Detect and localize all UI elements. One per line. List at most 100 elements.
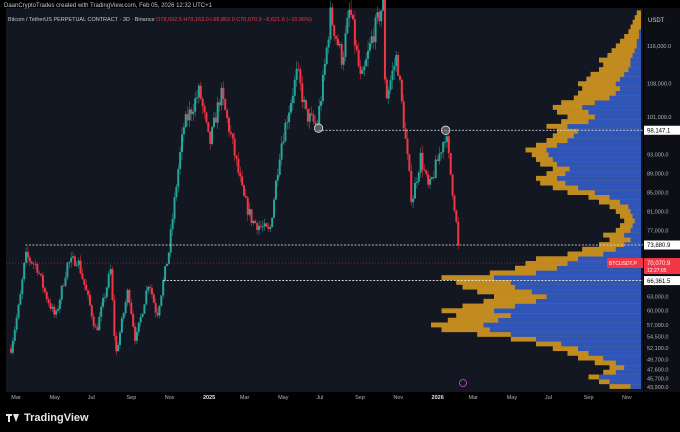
candle-body — [276, 174, 279, 181]
volume-profile-value-area — [588, 350, 641, 356]
candle-body — [36, 264, 39, 273]
volume-profile-bar — [632, 19, 641, 25]
candle-body — [273, 199, 276, 218]
candle-body — [288, 112, 291, 123]
candle-body — [173, 197, 176, 219]
volume-profile-value-area — [632, 223, 641, 229]
pivot-marker[interactable] — [313, 123, 324, 133]
volume-profile-value-area — [603, 251, 641, 257]
candle-body — [171, 218, 174, 230]
level-price-tag — [644, 125, 680, 135]
candle-body — [30, 261, 33, 264]
candle-body — [353, 19, 356, 46]
time-axis-tick: May — [49, 395, 60, 401]
volume-profile-value-area — [620, 199, 641, 205]
candle-body — [17, 304, 20, 318]
candle-body — [209, 131, 212, 144]
volume-profile-value-area — [630, 57, 641, 63]
volume-profile-value-area — [569, 166, 641, 172]
candle-body — [284, 122, 287, 142]
candle-body — [423, 169, 426, 171]
volume-profile-bar — [599, 57, 641, 63]
candle-body — [122, 313, 125, 319]
candle-body — [203, 106, 206, 113]
candle-body — [147, 286, 150, 291]
volume-profile-bar — [599, 242, 641, 248]
volume-profile-value-area — [515, 284, 641, 290]
candle-body — [109, 269, 112, 275]
time-axis-tick: 2025 — [203, 395, 215, 401]
candle-body — [179, 152, 182, 169]
volume-profile-value-area — [536, 336, 641, 342]
candle-body — [177, 168, 180, 187]
candle-body — [305, 99, 308, 109]
candle-body — [408, 154, 411, 171]
volume-profile-bar — [607, 52, 641, 58]
candle-body — [289, 103, 292, 113]
pivot-marker[interactable] — [441, 125, 451, 135]
candle-body — [103, 297, 106, 298]
volume-profile-value-area — [615, 369, 641, 375]
candle-body — [346, 18, 349, 34]
brand-label: TradingView — [24, 412, 89, 424]
candle-body — [244, 195, 247, 198]
candle-body — [186, 114, 189, 121]
candle-body — [62, 285, 65, 287]
candle-body — [182, 127, 185, 135]
event-icon[interactable] — [459, 379, 467, 387]
candle-body — [205, 112, 208, 122]
candle-body — [348, 9, 351, 19]
candle-body — [367, 50, 370, 59]
candle-body — [85, 284, 88, 291]
currency-label[interactable]: USDT — [648, 18, 665, 24]
candle-body — [310, 113, 313, 115]
volume-profile-bar — [609, 204, 641, 210]
price-axis-tick: 81,000.0 — [647, 209, 668, 215]
candle-body — [218, 102, 221, 106]
candle-body — [117, 344, 120, 352]
candle-body — [378, 12, 381, 22]
candle-body — [387, 90, 390, 99]
candle-body — [297, 68, 300, 70]
volume-profile-value-area — [624, 242, 641, 248]
volume-profile-value-area — [483, 322, 641, 328]
candle-body — [154, 302, 157, 313]
candle-body — [79, 260, 82, 274]
candle-body — [455, 210, 458, 222]
time-axis-tick: Jul — [545, 395, 552, 401]
candle-body — [368, 43, 371, 51]
volume-profile-value-area — [630, 227, 641, 233]
volume-profile-value-area — [638, 29, 641, 35]
candle-body — [98, 316, 101, 331]
level-price-label: 98,147.1 — [647, 128, 671, 134]
candle-body — [425, 170, 428, 175]
candle-body — [188, 109, 191, 121]
candle-body — [351, 14, 354, 20]
volume-profile-value-area — [536, 270, 641, 276]
candle-body — [256, 223, 259, 231]
volume-profile-value-area — [552, 156, 641, 162]
candle-body — [306, 108, 309, 122]
volume-profile-value-area — [603, 355, 641, 361]
candle-body — [162, 280, 165, 296]
candle-body — [56, 309, 59, 311]
symbol-name[interactable]: Bitcoin / TetherUS PERPETUAL CONTRACT · … — [8, 17, 155, 23]
volume-profile-value-area — [498, 317, 641, 323]
volume-profile-value-area — [615, 360, 641, 366]
volume-profile-value-area — [578, 346, 641, 352]
candle-body — [68, 262, 71, 263]
candle-body — [135, 331, 138, 341]
tradingview-logo[interactable]: TradingView — [6, 412, 89, 424]
volume-profile-value-area — [634, 218, 641, 224]
candle-body — [196, 97, 199, 99]
candle-body — [73, 256, 76, 266]
tradingview-icon — [6, 414, 20, 422]
candle-body — [438, 153, 441, 161]
volume-profile-value-area — [632, 52, 641, 58]
candle-body — [51, 306, 54, 309]
candle-body — [156, 312, 159, 316]
time-axis-tick: Mar — [469, 395, 479, 401]
candle-body — [421, 152, 424, 170]
candle-body — [320, 101, 323, 106]
